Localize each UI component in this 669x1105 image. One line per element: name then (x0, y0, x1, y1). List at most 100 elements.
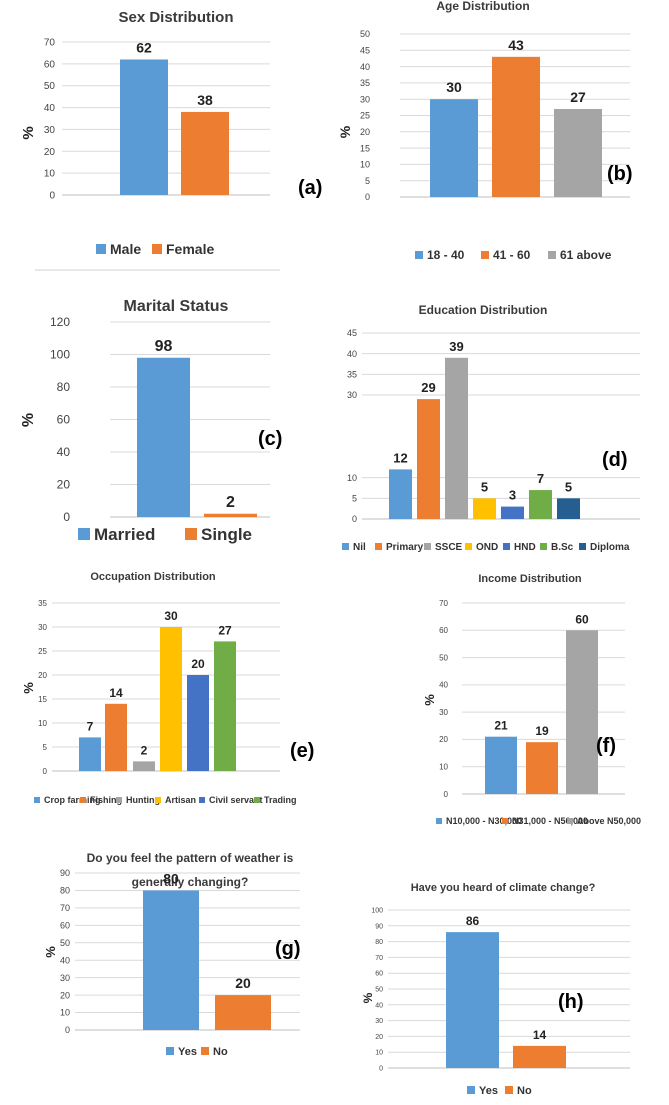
legend-label: Married (94, 525, 155, 544)
y-tick-label: 30 (347, 390, 357, 400)
y-tick-label: 70 (439, 599, 448, 608)
y-tick-label: 10 (375, 1050, 383, 1057)
data-label: 20 (191, 657, 205, 671)
y-tick-label: 5 (43, 743, 48, 752)
legend-swatch (185, 528, 197, 540)
bar (137, 357, 190, 517)
bar (79, 737, 101, 771)
legend-swatch (96, 244, 106, 254)
legend-label: SSCE (435, 542, 463, 553)
bar (215, 995, 271, 1030)
legend-swatch (342, 543, 349, 550)
legend-swatch (254, 797, 260, 803)
y-tick-label: 20 (57, 478, 71, 492)
legend-swatch (152, 244, 162, 254)
legend-swatch (34, 797, 40, 803)
bar (485, 736, 517, 794)
data-label: 80 (163, 870, 179, 886)
bar (529, 490, 552, 519)
legend-swatch (116, 797, 122, 803)
data-label: 30 (164, 609, 178, 623)
data-label: 12 (393, 450, 407, 465)
panel-label: (e) (290, 740, 314, 762)
bar (160, 627, 182, 771)
data-label: 21 (494, 719, 508, 733)
chart-title: Sex Distribution (118, 9, 233, 26)
y-tick-label: 40 (44, 103, 56, 114)
y-tick-label: 30 (439, 708, 448, 717)
data-label: 19 (535, 724, 549, 738)
legend-swatch (424, 543, 431, 550)
data-label: 86 (466, 914, 480, 928)
legend-swatch (503, 543, 510, 550)
chart-panel-d: Education Distribution051030354045122939… (342, 303, 640, 553)
legend-label: Nil (353, 542, 366, 553)
y-tick-label: 15 (38, 695, 47, 704)
data-label: 62 (136, 39, 152, 55)
y-tick-label: 50 (360, 29, 370, 39)
legend-label: B.Sc (551, 542, 574, 553)
legend-label: HND (514, 542, 536, 553)
y-tick-label: 40 (360, 62, 370, 72)
y-axis-label: % (21, 682, 36, 694)
data-label: 29 (421, 380, 435, 395)
data-label: 14 (533, 1028, 547, 1042)
chart-title-line: generally changing? (132, 875, 249, 889)
y-tick-label: 10 (38, 719, 47, 728)
chart-title: Age Distribution (436, 0, 529, 13)
bar (473, 498, 496, 519)
y-tick-label: 5 (352, 493, 357, 503)
data-label: 98 (155, 338, 173, 355)
chart-panel-e: Occupation Distribution 0 5 10 15 20 25 30 35% 7 1… (21, 571, 314, 805)
legend-swatch (465, 543, 472, 550)
chart-title: Occupation Distribution (90, 571, 216, 583)
y-tick-label: 40 (375, 1002, 383, 1009)
y-tick-label: 40 (439, 681, 448, 690)
chart-title: Do you feel the pattern of weather is gen… (87, 851, 294, 889)
bar (492, 56, 540, 197)
y-tick-label: 40 (347, 349, 357, 359)
y-tick-label: 10 (360, 160, 370, 170)
legend-label: 61 above (560, 248, 612, 262)
y-tick-label: 50 (60, 938, 70, 948)
y-tick-label: 0 (63, 510, 70, 524)
bar (554, 108, 602, 197)
legend-label: Fishing (90, 795, 122, 805)
y-tick-label: 80 (57, 380, 71, 394)
y-tick-label: 60 (375, 971, 383, 978)
legend-label: Crop farming (44, 795, 101, 805)
bar (133, 761, 155, 771)
legend-label: Female (166, 241, 214, 257)
data-label: 43 (508, 37, 524, 53)
bar (187, 675, 209, 771)
panel-label: (d) (602, 449, 628, 471)
legend-swatch (415, 251, 423, 259)
y-tick-label: 25 (38, 647, 47, 656)
y-tick-label: 80 (60, 886, 70, 896)
y-tick-label: 0 (379, 1065, 383, 1072)
chart-panel-f: Income Distribution 0 10 20 30 40 50 60 70% 21 19 6… (422, 573, 641, 826)
legend-label: 18 - 40 (427, 248, 465, 262)
legend-label: Diploma (590, 542, 630, 553)
data-label: 20 (235, 975, 251, 991)
y-tick-label: 60 (439, 626, 448, 635)
panel-label: (b) (607, 163, 633, 185)
y-tick-label: 10 (60, 1008, 70, 1018)
data-label: 27 (570, 89, 586, 105)
y-tick-label: 45 (360, 45, 370, 55)
data-label: 5 (481, 479, 488, 494)
y-tick-label: 50 (375, 986, 383, 993)
bar (513, 1045, 566, 1068)
bar (181, 111, 229, 195)
panel-label: (c) (258, 428, 282, 450)
legend-label: Primary (386, 542, 424, 553)
legend-swatch (375, 543, 382, 550)
legend-swatch (78, 528, 90, 540)
y-tick-label: 0 (444, 790, 449, 799)
legend-swatch (505, 1086, 513, 1094)
y-axis-label: % (422, 694, 437, 706)
y-tick-label: 100 (371, 907, 383, 914)
chart-title-line: Do you feel the pattern of weather is (87, 851, 294, 865)
legend-label: Civil servant (209, 795, 263, 805)
